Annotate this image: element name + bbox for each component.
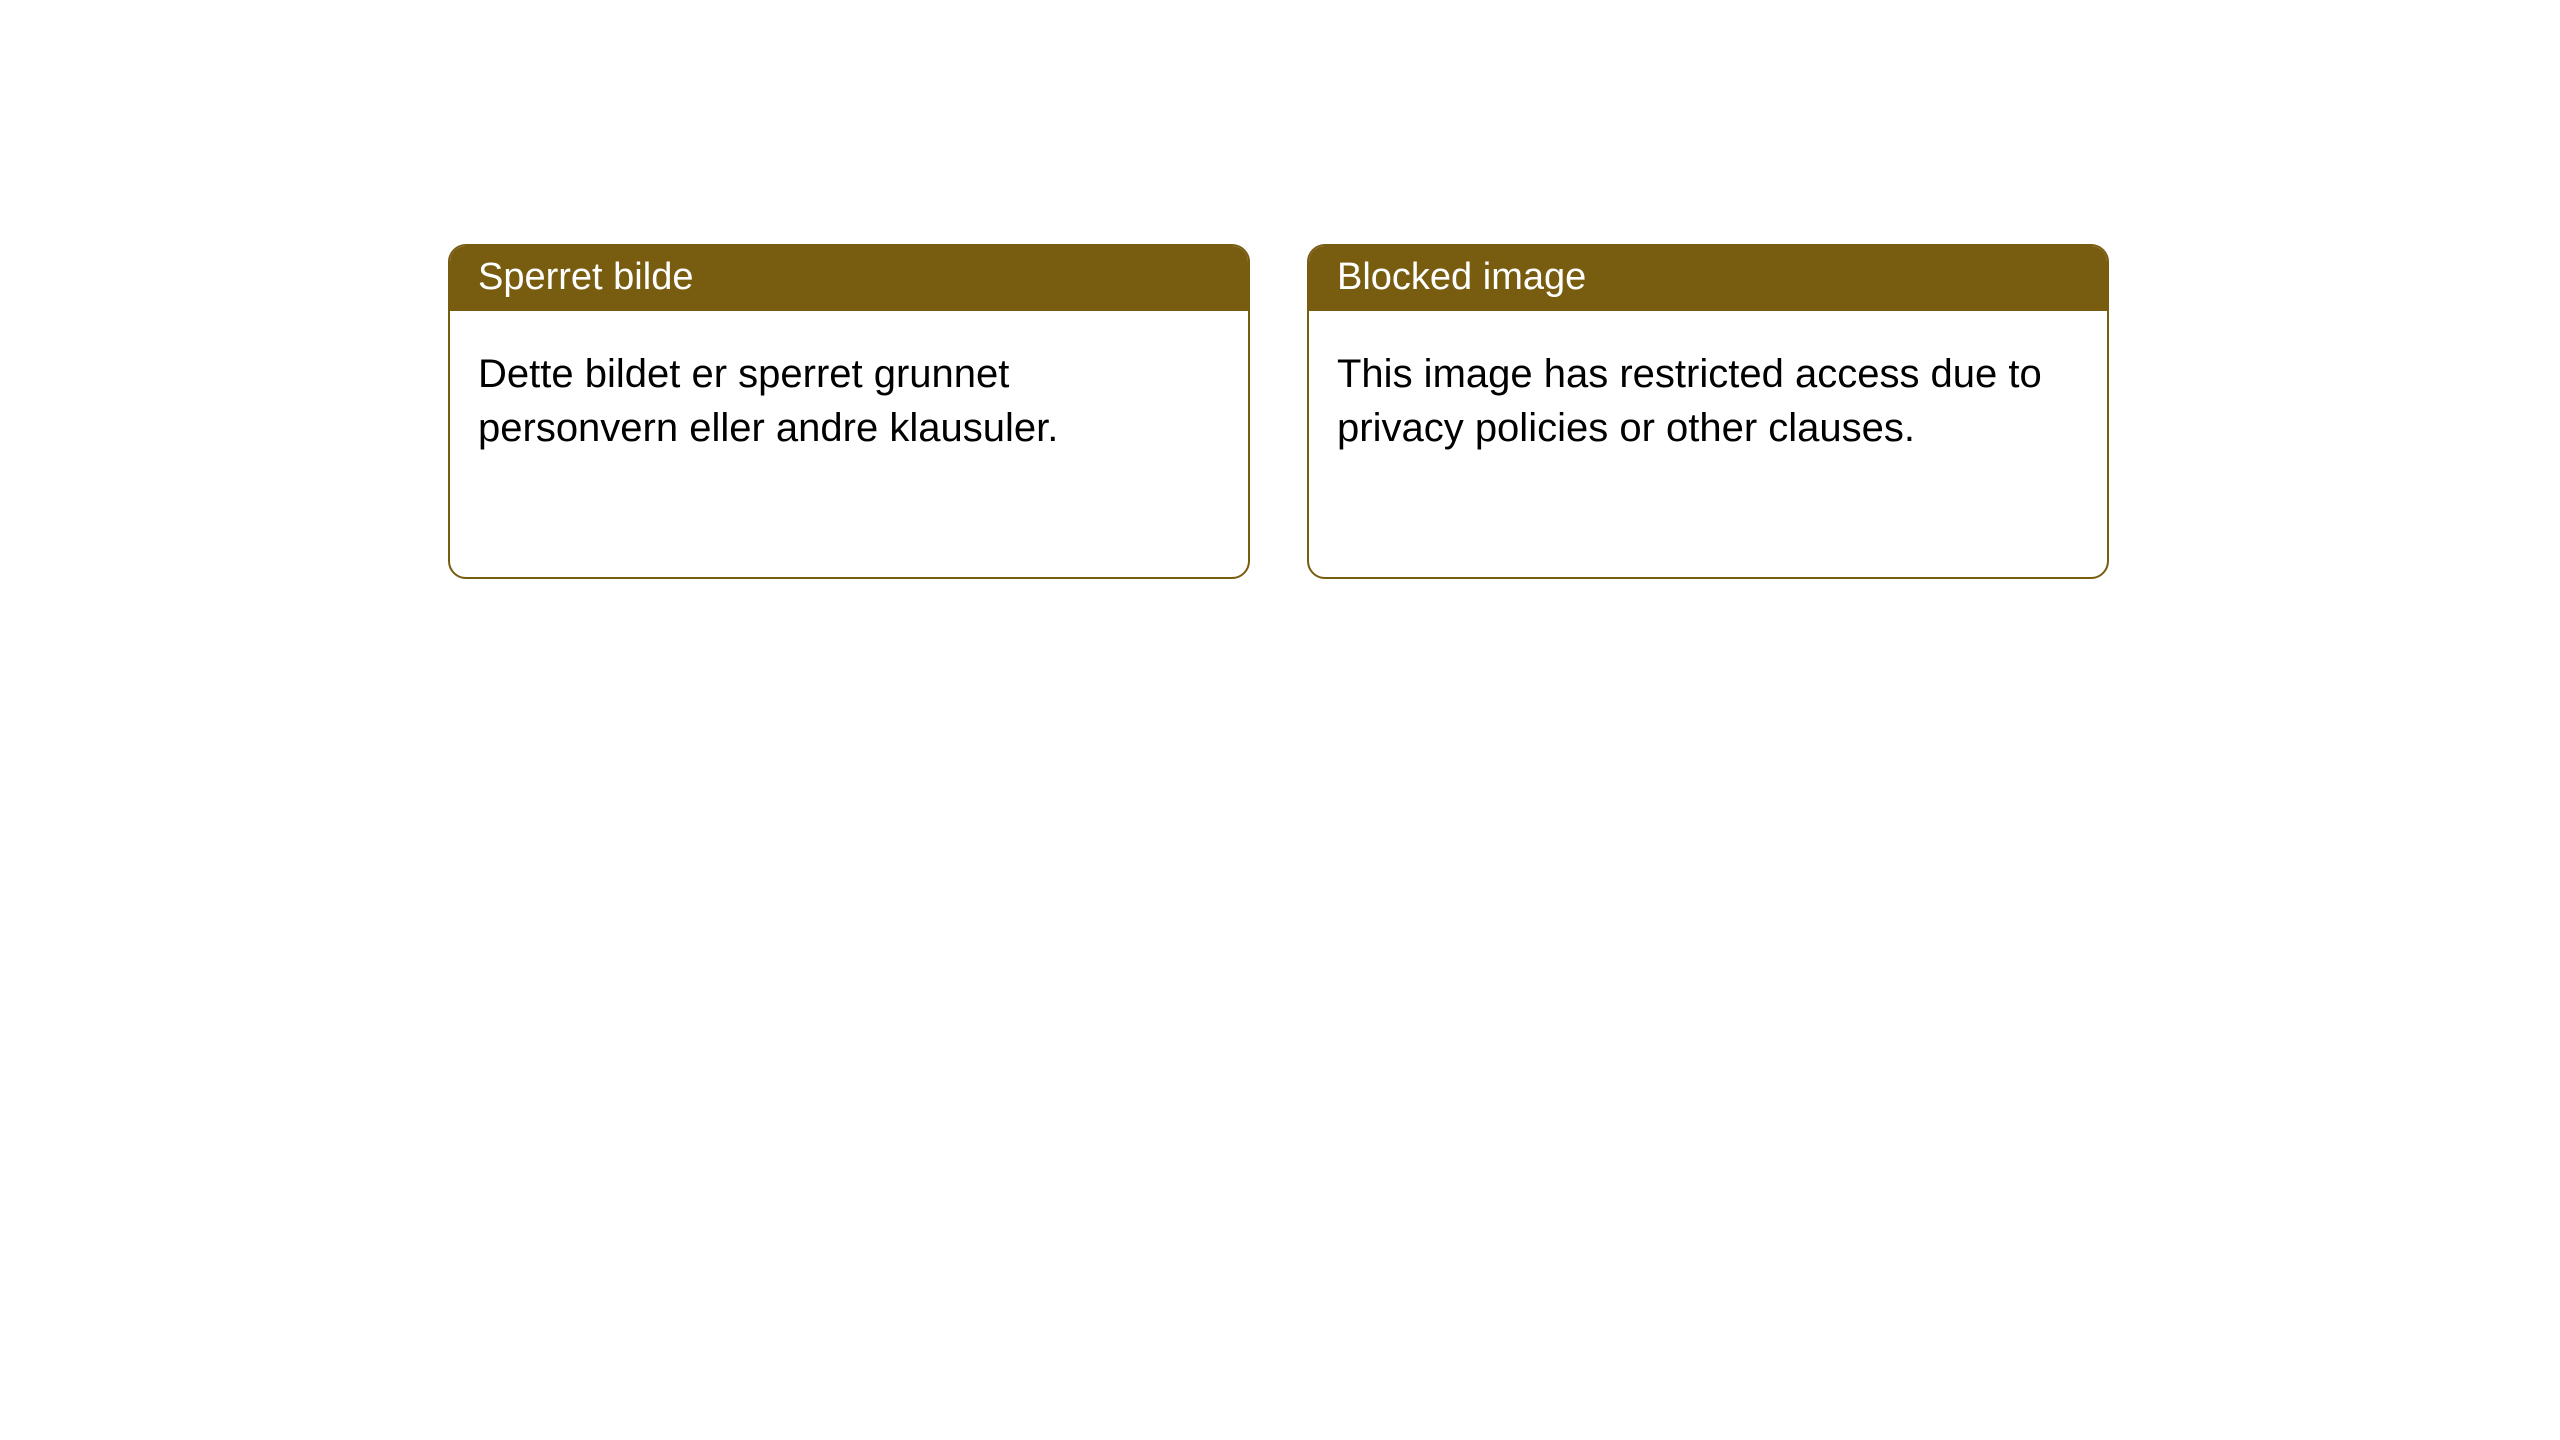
notice-card-english: Blocked image This image has restricted …: [1307, 244, 2109, 579]
notice-container: Sperret bilde Dette bildet er sperret gr…: [0, 0, 2560, 579]
notice-card-norwegian: Sperret bilde Dette bildet er sperret gr…: [448, 244, 1250, 579]
notice-title: Sperret bilde: [450, 246, 1248, 311]
notice-body: This image has restricted access due to …: [1309, 311, 2107, 483]
notice-body: Dette bildet er sperret grunnet personve…: [450, 311, 1248, 483]
notice-title: Blocked image: [1309, 246, 2107, 311]
